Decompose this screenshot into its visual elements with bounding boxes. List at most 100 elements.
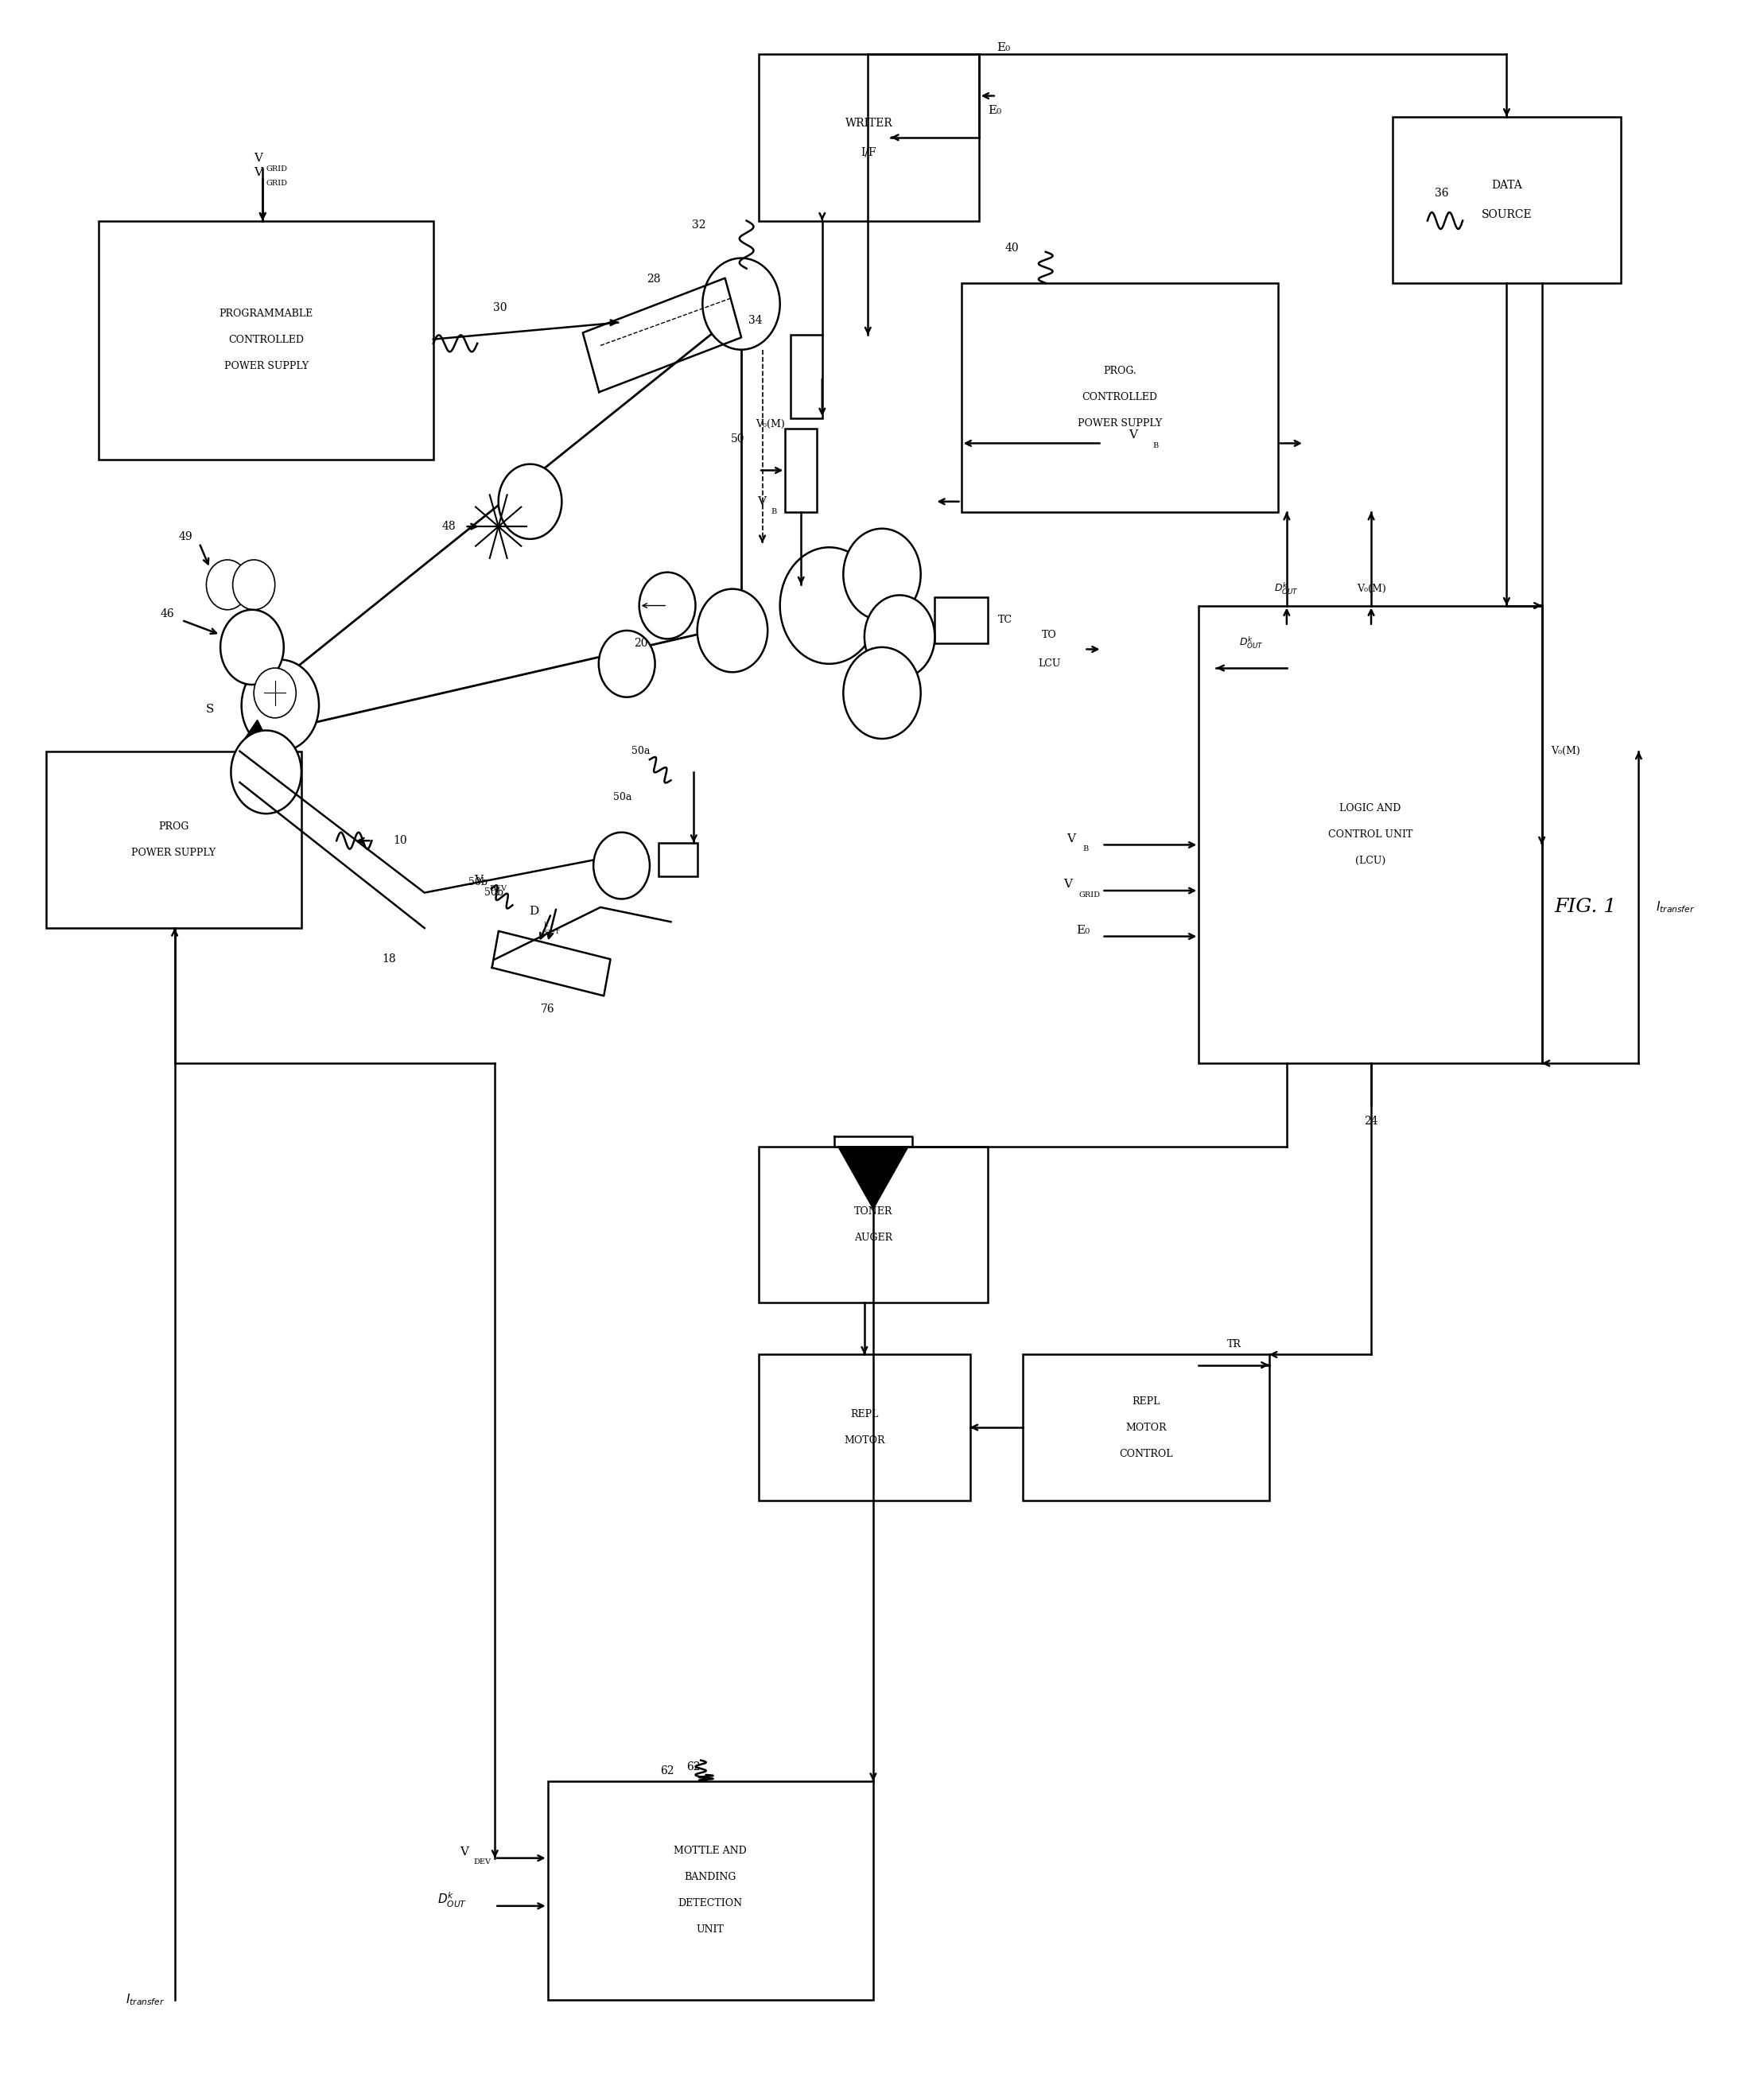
Text: DATA: DATA — [1491, 179, 1522, 192]
Text: $D^k_{OUT}$: $D^k_{OUT}$ — [437, 1891, 467, 1910]
Bar — [785, 430, 817, 513]
Bar — [46, 751, 302, 928]
Text: 32: 32 — [691, 219, 706, 231]
Text: V₀(M): V₀(M) — [1357, 584, 1387, 594]
Text: 62: 62 — [686, 1762, 700, 1772]
Text: I/F: I/F — [861, 146, 877, 158]
Polygon shape — [243, 719, 263, 751]
Circle shape — [593, 832, 649, 899]
Text: 62: 62 — [660, 1766, 674, 1776]
Text: 50b: 50b — [485, 888, 505, 899]
Text: AUGER: AUGER — [854, 1232, 893, 1243]
Text: TO: TO — [1043, 630, 1057, 640]
Text: 36: 36 — [1434, 188, 1448, 200]
Text: 76: 76 — [542, 1003, 554, 1015]
Text: PROG.: PROG. — [1102, 367, 1136, 377]
Bar — [759, 1147, 988, 1303]
Text: B: B — [1083, 844, 1088, 853]
Circle shape — [864, 594, 935, 678]
Text: V: V — [254, 167, 263, 179]
Text: TC: TC — [998, 615, 1013, 626]
Text: CONTROLLED: CONTROLLED — [1081, 392, 1157, 402]
Polygon shape — [834, 1136, 912, 1147]
Text: PROG: PROG — [159, 821, 189, 832]
Text: GRID: GRID — [266, 179, 288, 188]
Text: V: V — [1064, 878, 1073, 890]
Text: DEV: DEV — [490, 884, 506, 892]
Text: 40: 40 — [1005, 242, 1020, 252]
Text: MOTOR: MOTOR — [843, 1434, 886, 1445]
Text: (LCU): (LCU) — [1355, 855, 1385, 865]
Bar — [759, 54, 979, 221]
Text: 10: 10 — [393, 836, 407, 847]
Bar — [935, 596, 988, 642]
Text: k
OUT: k OUT — [543, 922, 559, 936]
Bar — [658, 842, 697, 876]
Text: LCU: LCU — [1037, 659, 1060, 669]
Circle shape — [843, 530, 921, 619]
Circle shape — [499, 465, 561, 540]
Text: V: V — [1129, 430, 1138, 440]
Text: PROGRAMMABLE: PROGRAMMABLE — [219, 309, 314, 319]
Text: V: V — [254, 152, 263, 165]
Text: POWER SUPPLY: POWER SUPPLY — [132, 849, 215, 857]
Text: LOGIC AND: LOGIC AND — [1339, 803, 1401, 813]
Text: 18: 18 — [383, 953, 397, 965]
Text: WRITER: WRITER — [845, 117, 893, 129]
Text: 30: 30 — [494, 302, 506, 313]
Text: DEV: DEV — [475, 1858, 490, 1866]
Text: DETECTION: DETECTION — [677, 1897, 743, 1908]
Circle shape — [639, 571, 695, 638]
Polygon shape — [582, 277, 741, 392]
Text: MOTTLE AND: MOTTLE AND — [674, 1845, 746, 1856]
Bar — [790, 336, 822, 419]
Text: TONER: TONER — [854, 1207, 893, 1218]
Text: 46: 46 — [161, 609, 175, 619]
Text: REPL: REPL — [850, 1409, 878, 1420]
Circle shape — [206, 559, 249, 609]
Text: E₀: E₀ — [997, 42, 1011, 54]
Text: CONTROLLED: CONTROLLED — [228, 336, 303, 346]
Text: V: V — [460, 1847, 469, 1858]
Bar — [1023, 1355, 1268, 1501]
Text: $D^k_{OUT}$: $D^k_{OUT}$ — [1274, 582, 1298, 596]
Text: 50a: 50a — [632, 746, 649, 757]
Circle shape — [233, 559, 275, 609]
Text: UNIT: UNIT — [697, 1924, 725, 1935]
Text: V: V — [475, 874, 483, 886]
Bar — [547, 1781, 873, 2000]
Bar — [1392, 117, 1621, 284]
Text: GRID: GRID — [1080, 890, 1101, 899]
Text: V: V — [1067, 834, 1076, 844]
Circle shape — [242, 659, 319, 751]
Circle shape — [843, 646, 921, 738]
Bar — [759, 1355, 970, 1501]
Text: CONTROL UNIT: CONTROL UNIT — [1328, 830, 1413, 840]
Text: GRID: GRID — [266, 165, 288, 173]
Text: D: D — [529, 905, 538, 917]
Text: V₀(M): V₀(M) — [1551, 746, 1581, 757]
Text: 50: 50 — [730, 434, 744, 444]
Circle shape — [780, 548, 878, 663]
Circle shape — [702, 259, 780, 350]
Text: E₀: E₀ — [1076, 924, 1090, 936]
Bar — [1200, 605, 1542, 1063]
Text: MOTOR: MOTOR — [1125, 1422, 1166, 1432]
Text: B: B — [771, 509, 776, 515]
Text: BANDING: BANDING — [684, 1872, 736, 1883]
Text: S: S — [206, 705, 213, 715]
Text: 24: 24 — [1364, 1115, 1378, 1128]
Polygon shape — [492, 932, 610, 997]
Text: V: V — [757, 496, 766, 507]
Text: CONTROL: CONTROL — [1118, 1449, 1173, 1460]
Circle shape — [697, 588, 767, 671]
Text: 48: 48 — [443, 521, 457, 532]
Text: $I_{transfer}$: $I_{transfer}$ — [125, 1991, 164, 2008]
Circle shape — [254, 667, 296, 717]
Text: B: B — [1154, 442, 1159, 448]
Bar — [99, 221, 434, 461]
Circle shape — [598, 630, 654, 696]
Circle shape — [231, 730, 302, 813]
Polygon shape — [838, 1147, 908, 1209]
Text: $D^k_{OUT}$: $D^k_{OUT}$ — [1240, 636, 1263, 651]
